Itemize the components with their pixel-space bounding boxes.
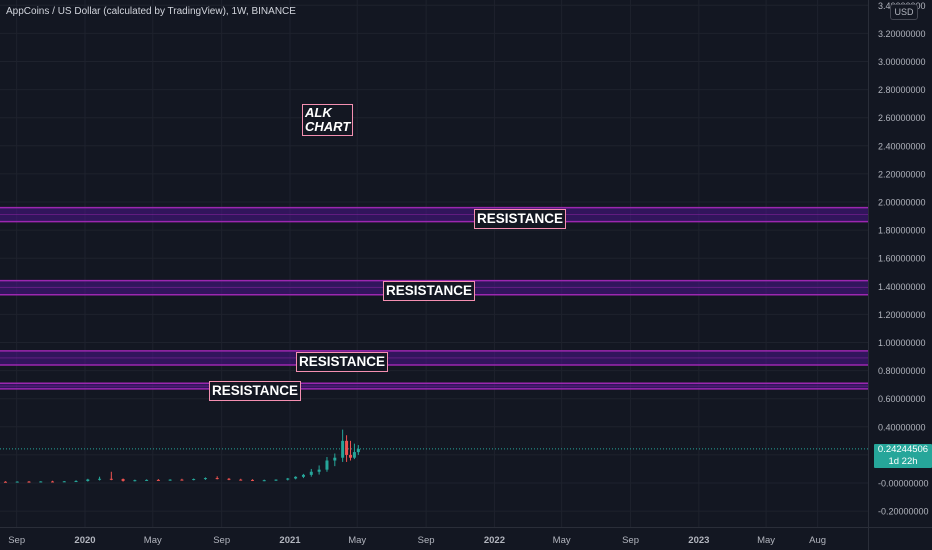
symbol-header: AppCoins / US Dollar (calculated by Trad… (6, 6, 296, 17)
x-tick-label: Sep (8, 535, 25, 546)
resistance-label-4: RESISTANCE (209, 381, 302, 401)
x-tick-label: May (757, 535, 775, 546)
candle-body (133, 480, 137, 482)
candle-body (98, 478, 102, 480)
candle-body (203, 478, 207, 480)
x-tick-label: May (553, 535, 571, 546)
resistance-label-1: RESISTANCE (474, 209, 567, 229)
x-tick-label: May (348, 535, 366, 546)
y-tick-label: 1.80000000 (878, 226, 926, 236)
candle-body (348, 454, 352, 458)
candle-body (39, 481, 43, 483)
candle-body (51, 481, 55, 483)
y-tick-label: -0.20000000 (878, 507, 929, 517)
x-tick-label: 2021 (279, 535, 301, 546)
candle-body (333, 457, 337, 461)
resistance-label-3: RESISTANCE (296, 352, 389, 372)
y-tick-label: 0.60000000 (878, 394, 926, 404)
alk-note-line-1: ALK (305, 105, 332, 120)
candle-body (274, 479, 278, 481)
candle-body (109, 478, 113, 480)
candle-body (86, 479, 90, 482)
y-tick-label: 2.40000000 (878, 141, 926, 151)
candle-body (180, 479, 184, 481)
last-price-value: 0.24244506 (877, 444, 929, 455)
y-tick-label: 2.80000000 (878, 85, 926, 95)
candle-body (352, 452, 356, 458)
candle-body (301, 474, 305, 477)
candle-body (356, 448, 360, 453)
candle-body (215, 478, 219, 480)
x-tick-label: Sep (418, 535, 435, 546)
last-price-badge: 0.24244506 1d 22h (874, 444, 932, 468)
x-tick-label: 2022 (484, 535, 505, 546)
candle-body (168, 479, 172, 481)
y-tick-label: 2.00000000 (878, 198, 926, 208)
candle-body (74, 481, 78, 483)
alk-chart-note: ALK CHART (302, 104, 354, 136)
x-tick-label: May (144, 535, 162, 546)
currency-button[interactable]: USD (890, 4, 918, 20)
x-tick-label: Sep (622, 535, 639, 546)
candle-body (156, 479, 160, 481)
resistance-bands (0, 206, 868, 390)
y-tick-label: 0.80000000 (878, 366, 926, 376)
y-tick-label: 2.60000000 (878, 113, 926, 123)
grid (0, 0, 868, 527)
candle-body (15, 481, 19, 483)
candle-body (345, 440, 349, 455)
candle-body (121, 479, 125, 481)
candle-body (325, 460, 329, 470)
y-tick-label: 1.20000000 (878, 310, 926, 320)
y-axis: 3.400000003.200000003.000000002.80000000… (868, 0, 929, 550)
candle-body (286, 478, 290, 480)
candle-body (309, 471, 313, 475)
candle-body (239, 479, 243, 481)
candle-body (341, 440, 345, 458)
y-tick-label: 1.60000000 (878, 254, 926, 264)
candle-body (317, 469, 321, 472)
candles (0, 429, 868, 483)
candle-body (262, 480, 266, 482)
bar-countdown: 1d 22h (888, 456, 918, 467)
candle-body (227, 478, 231, 480)
x-axis: Sep 2020 May Sep 2021 May Sep 2022 May Sep 2023 May… (0, 527, 932, 546)
candle-body (145, 479, 149, 481)
y-tick-label: 1.40000000 (878, 282, 926, 292)
alk-note-line-2: CHART (305, 119, 351, 134)
x-tick-label: Aug (809, 535, 826, 546)
y-tick-label: 1.00000000 (878, 338, 926, 348)
y-tick-label: 2.20000000 (878, 169, 926, 179)
x-tick-label: Sep (213, 535, 230, 546)
candle-body (192, 479, 196, 481)
candle-body (62, 481, 66, 483)
resistance-label-2: RESISTANCE (383, 281, 476, 301)
y-tick-label: 3.00000000 (878, 57, 926, 67)
y-tick-label: 3.20000000 (878, 29, 926, 39)
x-tick-label: 2023 (688, 535, 709, 546)
candle-body (27, 481, 31, 483)
candle-body (294, 476, 298, 479)
candle-body (250, 479, 254, 481)
y-tick-label: -0.00000000 (878, 479, 929, 489)
y-tick-label: 0.40000000 (878, 422, 926, 432)
candle-body (3, 481, 7, 483)
x-tick-label: 2020 (74, 535, 95, 546)
